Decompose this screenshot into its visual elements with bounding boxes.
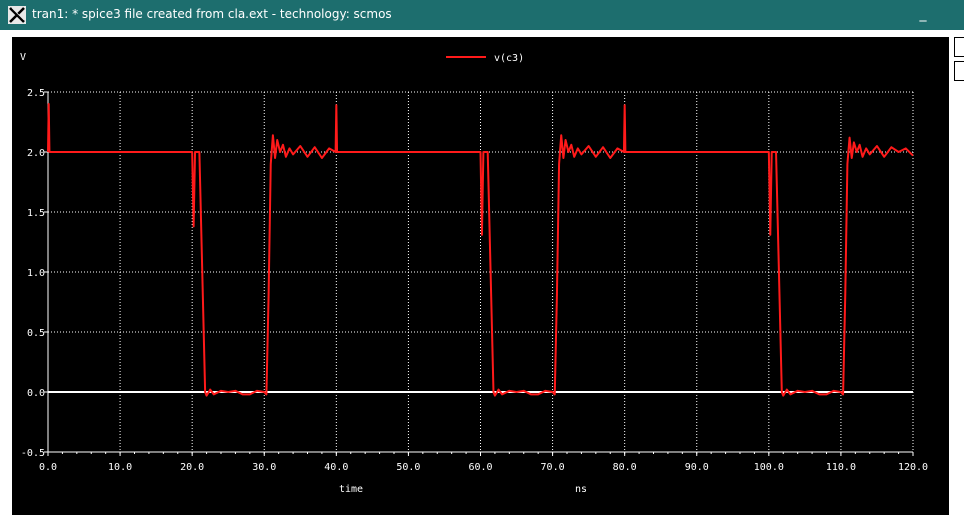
legend-label: v(c3)	[494, 53, 524, 64]
x-tick-label: 80.0	[613, 462, 637, 473]
x-axis-unit: ns	[575, 484, 587, 495]
x-tick-label: 0.0	[39, 462, 57, 473]
y-tick-label: 1.5	[27, 208, 45, 219]
y-tick-label: 2.0	[27, 148, 45, 159]
side-button-panel	[950, 34, 964, 114]
x-tick-label: 20.0	[180, 462, 204, 473]
x-tick-label: 40.0	[324, 462, 348, 473]
x-tick-label: 60.0	[468, 462, 492, 473]
y-tick-label: -0.5	[21, 448, 45, 459]
chart: V time ns v(c3) 0.0 10.0 20.0 30.0 40.0 50.0 6…	[20, 52, 928, 495]
minimize-button[interactable]: _	[919, 6, 927, 22]
labels: V time ns v(c3) 0.0 10.0 20.0 30.0 40.0 50.0 6…	[20, 52, 928, 495]
grid	[47, 91, 914, 453]
y-axis-label: V	[20, 52, 26, 63]
axes	[44, 91, 914, 456]
y-tick-label: 0.5	[27, 328, 45, 339]
x-tick-label: 30.0	[252, 462, 276, 473]
x-tick-label: 50.0	[396, 462, 420, 473]
y-tick-label: 2.5	[27, 88, 45, 99]
side-button-top[interactable]	[954, 37, 964, 57]
title-bar[interactable]: tran1: * spice3 file created from cla.ex…	[0, 0, 964, 30]
x11-app-icon	[8, 6, 26, 24]
x-tick-label: 100.0	[754, 462, 784, 473]
x-tick-label: 110.0	[826, 462, 856, 473]
y-tick-label: 0.0	[27, 388, 45, 399]
x-tick-label: 70.0	[541, 462, 565, 473]
series-line-vc3	[47, 103, 914, 397]
y-tick-label: 1.0	[27, 268, 45, 279]
x-tick-label: 90.0	[685, 462, 709, 473]
x-axis-label: time	[339, 484, 363, 495]
window-title: tran1: * spice3 file created from cla.ex…	[32, 7, 392, 21]
trace-layer	[47, 103, 914, 397]
side-button-bottom[interactable]	[954, 61, 964, 81]
x-tick-label: 10.0	[108, 462, 132, 473]
x-tick-label: 120.0	[898, 462, 928, 473]
